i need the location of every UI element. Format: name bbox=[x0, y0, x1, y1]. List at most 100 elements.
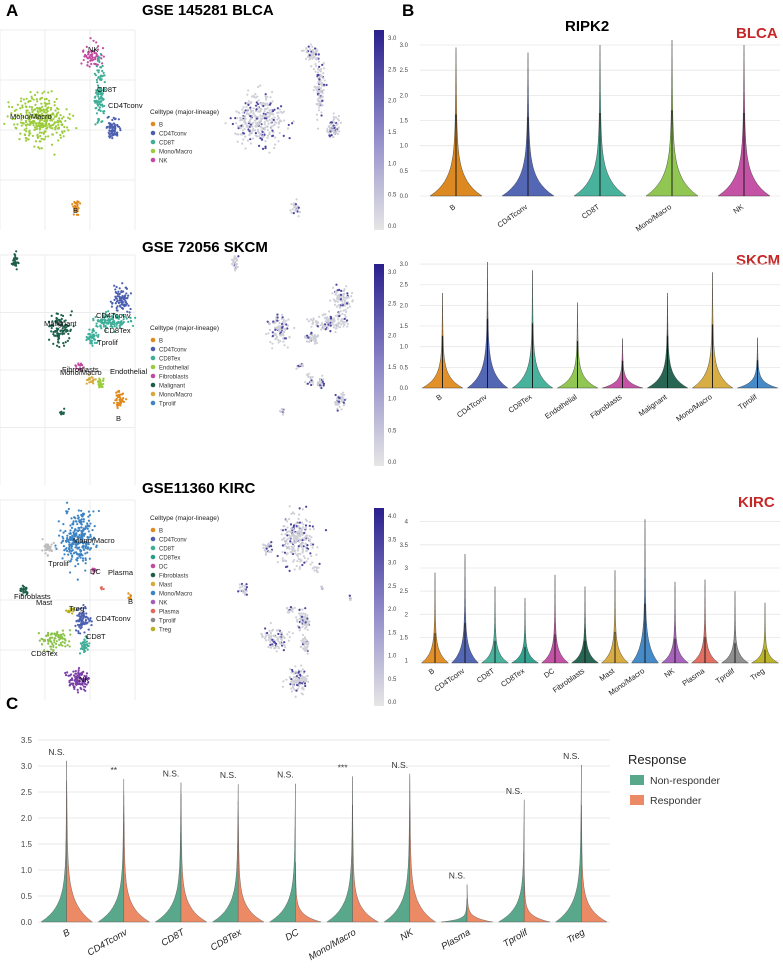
feature-point bbox=[316, 91, 319, 94]
umap-point bbox=[73, 209, 76, 212]
feature-point bbox=[296, 549, 299, 552]
umap-point bbox=[75, 127, 78, 130]
feature-point bbox=[309, 552, 312, 555]
umap-point bbox=[97, 100, 100, 104]
umap-point bbox=[55, 640, 58, 643]
feature-point bbox=[274, 136, 277, 139]
umap-point bbox=[43, 101, 46, 104]
feature-point bbox=[298, 521, 302, 524]
umap-point bbox=[46, 547, 49, 550]
umap-point bbox=[55, 321, 59, 324]
feature-point bbox=[238, 583, 241, 586]
feature-point bbox=[296, 678, 299, 682]
umap-point bbox=[79, 683, 82, 686]
umap-point bbox=[87, 51, 90, 54]
feature-point bbox=[262, 104, 265, 108]
violin-nonresponder bbox=[211, 784, 239, 923]
feature-point bbox=[322, 89, 325, 92]
feature-point bbox=[320, 67, 323, 71]
umap-point bbox=[93, 338, 97, 341]
umap-point bbox=[52, 541, 55, 544]
umap-point bbox=[100, 586, 103, 589]
feature-point bbox=[311, 543, 315, 546]
feature-point bbox=[336, 117, 339, 120]
umap-point bbox=[54, 546, 57, 549]
y-tick-label: 0.5 bbox=[21, 892, 33, 901]
feature-point bbox=[276, 637, 280, 641]
feature-point bbox=[313, 333, 316, 337]
umap-point bbox=[92, 317, 95, 320]
umap-legend-item: Mast bbox=[159, 583, 172, 589]
feature-point bbox=[325, 83, 328, 87]
feature-point bbox=[303, 636, 307, 639]
feature-point bbox=[349, 596, 352, 600]
feature-point bbox=[300, 621, 303, 624]
feature-point bbox=[304, 607, 307, 610]
umap-point bbox=[121, 313, 125, 317]
x-tick-label: B bbox=[61, 927, 73, 940]
feature-point bbox=[235, 122, 238, 125]
feature-point bbox=[342, 294, 345, 298]
umap-point bbox=[85, 640, 89, 643]
feature-point bbox=[305, 47, 308, 50]
umap-point bbox=[62, 411, 65, 414]
umap-legend-item: Mono/Macro bbox=[159, 592, 193, 598]
feature-point bbox=[326, 128, 329, 131]
umap-point bbox=[83, 649, 86, 652]
feature-point bbox=[296, 618, 299, 621]
umap-legend-item: NK bbox=[159, 601, 167, 607]
feature-point bbox=[334, 124, 337, 127]
umap-legend-item: CD8T bbox=[159, 547, 175, 553]
umap-point bbox=[84, 53, 87, 57]
umap-point bbox=[107, 131, 110, 134]
umap-point bbox=[64, 645, 67, 648]
umap-point bbox=[25, 97, 28, 100]
y-tick-label: 1.0 bbox=[400, 345, 409, 351]
feature-point bbox=[301, 508, 304, 511]
feature-point bbox=[243, 127, 246, 130]
umap-point bbox=[85, 612, 88, 615]
umap-point bbox=[121, 392, 125, 395]
violin-shape bbox=[750, 602, 780, 664]
umap-point bbox=[114, 295, 117, 298]
legend-swatch bbox=[150, 590, 156, 596]
feature-point bbox=[289, 667, 292, 671]
violin-panels-b: 0.00.51.01.52.02.53.0B CD4Tconv CD8T Mono/M… bbox=[400, 40, 780, 698]
feature-point bbox=[265, 332, 268, 336]
feature-point bbox=[292, 120, 295, 123]
umap-point bbox=[60, 412, 64, 415]
feature-point bbox=[257, 131, 260, 134]
x-tick-label: Mono/Macro bbox=[307, 927, 358, 963]
feature-point bbox=[299, 363, 302, 367]
umap-point bbox=[43, 130, 46, 133]
feature-point bbox=[249, 108, 252, 112]
umap-point bbox=[112, 129, 115, 132]
feature-point bbox=[298, 626, 301, 629]
x-tick-label: CD4Tconv bbox=[86, 926, 131, 958]
umap-point bbox=[51, 642, 54, 645]
feature-point bbox=[285, 319, 288, 322]
umap-point bbox=[24, 102, 27, 105]
feature-point bbox=[321, 104, 324, 107]
feature-point bbox=[260, 138, 264, 141]
feature-point bbox=[285, 606, 289, 610]
umap-point bbox=[16, 103, 19, 106]
umap-point bbox=[119, 305, 122, 308]
feature-point bbox=[288, 547, 291, 550]
feature-point bbox=[294, 679, 297, 682]
feature-point bbox=[276, 313, 279, 316]
feature-point bbox=[301, 608, 304, 611]
feature-point bbox=[305, 639, 308, 642]
feature-point bbox=[258, 135, 261, 138]
feature-point bbox=[290, 211, 293, 214]
feature-point bbox=[265, 550, 268, 553]
feature-point bbox=[331, 319, 334, 322]
feature-point bbox=[271, 134, 274, 138]
umap-point bbox=[95, 41, 98, 44]
umap-point bbox=[29, 132, 32, 135]
feature-point bbox=[336, 407, 339, 410]
umap-point bbox=[81, 363, 84, 367]
feature-point bbox=[311, 49, 315, 52]
umap-point bbox=[26, 137, 29, 140]
feature-point bbox=[267, 332, 270, 335]
